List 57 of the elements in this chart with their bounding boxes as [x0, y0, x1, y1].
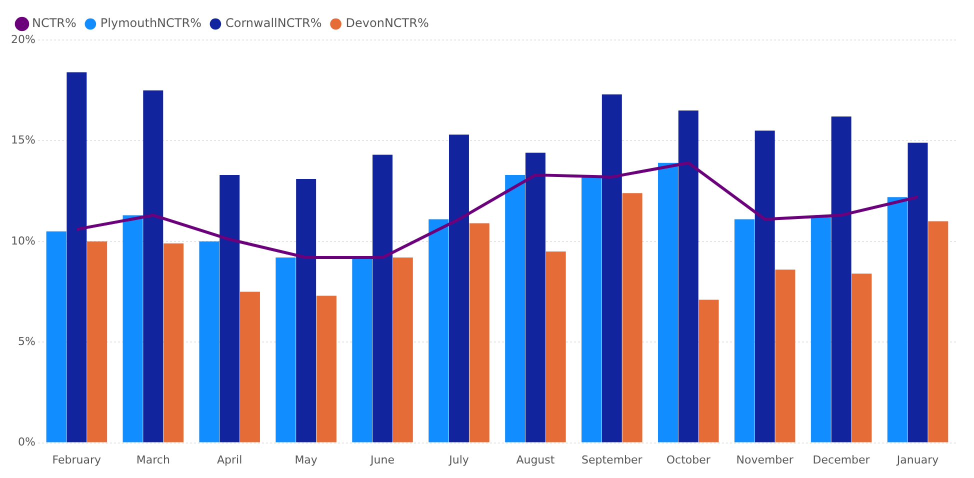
bar	[164, 243, 184, 442]
bar	[546, 251, 566, 442]
legend-label: CornwallNCTR%	[225, 16, 322, 30]
bar	[469, 223, 490, 442]
x-tick-label: September	[582, 453, 643, 466]
bar	[754, 130, 775, 442]
bar	[810, 217, 831, 442]
bar	[316, 296, 336, 442]
bar	[658, 162, 678, 442]
bar	[428, 219, 449, 442]
bar	[240, 292, 260, 442]
legend-label: PlymouthNCTR%	[100, 16, 202, 30]
bar	[734, 219, 754, 442]
bar	[908, 142, 928, 442]
x-tick-label: November	[736, 453, 794, 466]
x-tick-label: July	[448, 453, 470, 466]
bar	[143, 90, 164, 442]
x-tick-label: May	[294, 453, 318, 466]
bar	[928, 221, 948, 442]
bar	[46, 231, 66, 442]
x-tick-label: August	[516, 453, 556, 466]
bar	[220, 174, 240, 442]
bar	[372, 154, 393, 442]
bar	[66, 72, 87, 442]
x-tick-label: February	[52, 453, 102, 466]
bar	[602, 94, 622, 442]
y-tick-label: 20%	[10, 32, 36, 46]
bar	[887, 197, 908, 442]
y-tick-label: 15%	[10, 134, 36, 147]
bar	[276, 258, 296, 442]
bar	[622, 193, 642, 442]
x-tick-label: April	[217, 453, 242, 466]
bar	[525, 152, 546, 442]
x-tick-label: January	[896, 453, 940, 466]
x-tick-label: December	[812, 453, 870, 466]
y-tick-label: 0%	[18, 436, 36, 449]
y-tick-label: 10%	[10, 234, 36, 248]
bar	[505, 174, 526, 442]
bar	[831, 116, 852, 442]
bar	[296, 178, 316, 442]
legend-label: DevonNCTR%	[346, 16, 429, 30]
bar	[698, 300, 719, 442]
bar	[449, 134, 469, 442]
bar	[392, 258, 413, 442]
bar	[678, 110, 698, 442]
x-tick-label: March	[136, 453, 170, 466]
y-tick-label: 5%	[18, 334, 36, 348]
bar	[852, 274, 872, 442]
x-tick-label: October	[666, 453, 711, 466]
bar	[87, 241, 108, 442]
bar	[122, 215, 143, 442]
bar	[582, 176, 602, 442]
bar	[775, 270, 796, 442]
x-tick-label: June	[370, 453, 395, 466]
bar	[199, 241, 220, 442]
bar	[352, 258, 372, 442]
legend-label: NCTR%	[32, 16, 76, 30]
